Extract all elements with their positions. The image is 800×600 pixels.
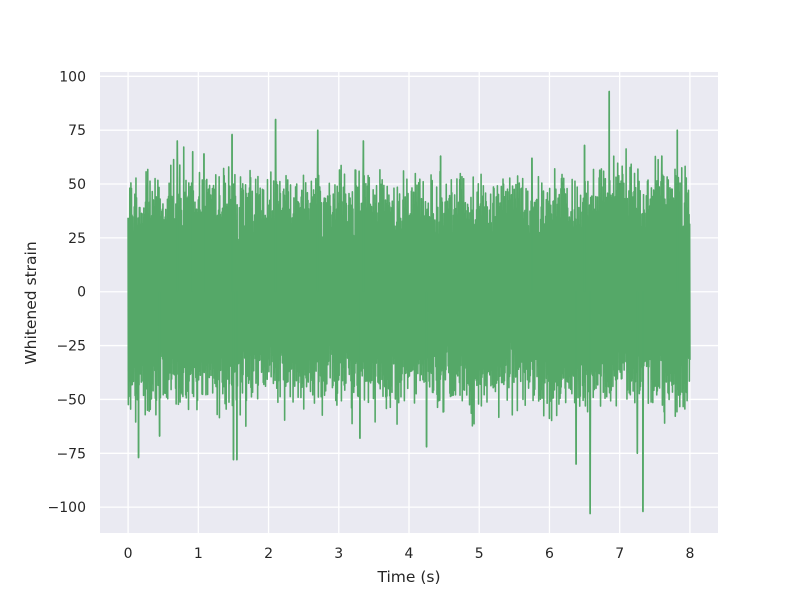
x-tick-label: 6 [545,546,554,562]
x-tick-label: 7 [615,546,624,562]
y-tick-label: 0 [77,285,86,301]
y-tick-labels: −100 −75 −50 −25 0 25 50 75 100 [48,69,86,516]
x-tick-label: 8 [685,546,694,562]
y-tick-label: −75 [56,446,86,462]
y-axis-label: Whitened strain [22,241,40,364]
y-tick-label: 50 [68,177,86,193]
x-tick-label: 3 [334,546,343,562]
y-tick-label: −100 [48,500,86,516]
y-tick-label: −25 [56,339,86,355]
y-tick-label: 75 [68,123,86,139]
x-tick-labels: 0 1 2 3 4 5 6 7 8 [124,546,695,562]
strain-series-line [127,90,691,515]
x-tick-label: 4 [405,546,414,562]
y-tick-label: 25 [68,231,86,247]
x-tick-label: 0 [124,546,133,562]
y-tick-label: −50 [56,392,86,408]
x-tick-label: 1 [194,546,203,562]
x-axis-label: Time (s) [376,568,440,586]
x-tick-label: 5 [475,546,484,562]
x-tick-label: 2 [264,546,273,562]
series-layer [127,90,691,515]
y-tick-label: 100 [59,69,86,85]
